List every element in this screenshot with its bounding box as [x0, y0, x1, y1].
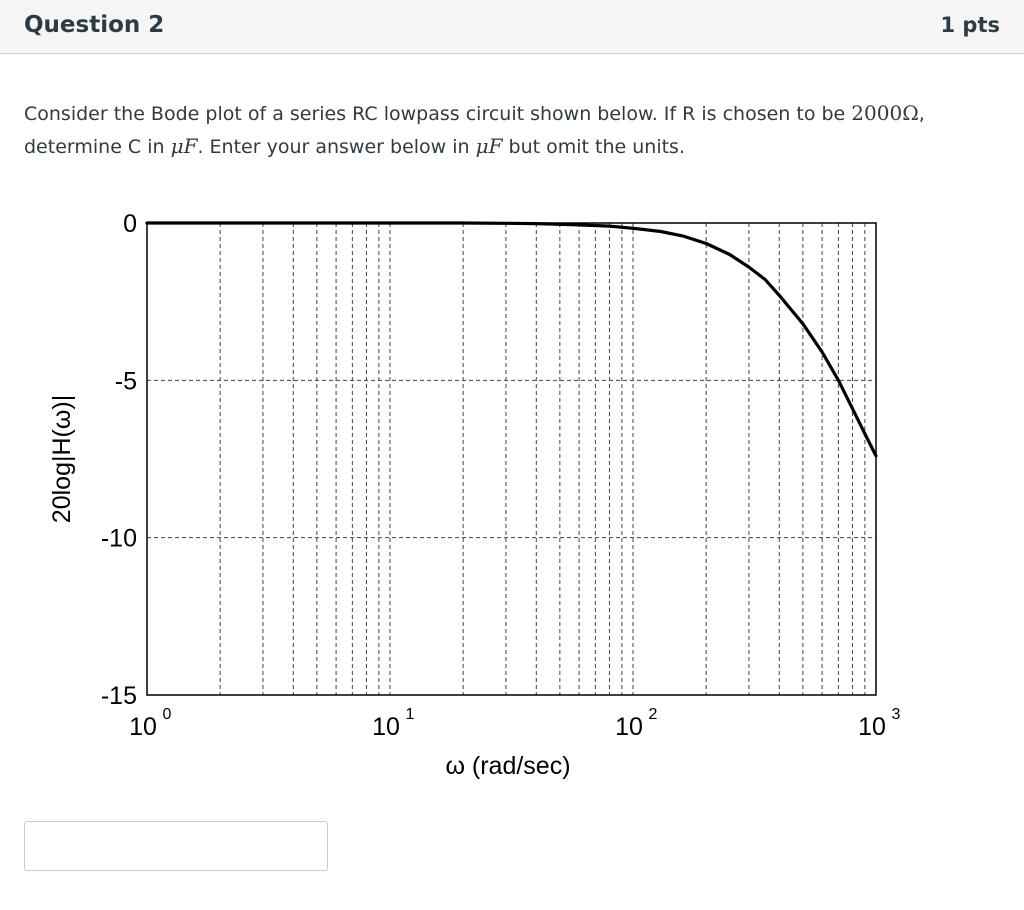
- grid-layer: [147, 223, 876, 695]
- question-text-part: Consider the Bode plot of a series RC lo…: [24, 103, 852, 125]
- x-axis-label: ω (rad/sec): [445, 752, 570, 780]
- question-title: Question 2: [24, 12, 165, 38]
- y-tick-label: -5: [115, 367, 137, 395]
- question-text-part: . Enter your answer below in: [197, 136, 476, 158]
- y-tick-label: -10: [101, 525, 137, 553]
- y-tick-labels: 0 -5 -10 -15: [101, 210, 137, 710]
- question-text-part: determine C in: [24, 136, 171, 158]
- unit-microfarad: μF: [170, 134, 198, 158]
- question-text: Consider the Bode plot of a series RC lo…: [24, 97, 984, 163]
- x-tick-exponent: 3: [892, 706, 901, 723]
- x-tick-label: 10: [858, 713, 886, 741]
- y-tick-label: -15: [101, 682, 137, 710]
- x-tick-label: 10: [615, 713, 643, 741]
- answer-input[interactable]: [24, 821, 328, 871]
- x-tick-exponent: 0: [163, 706, 172, 723]
- y-axis-label: 20log|H(ω)|: [48, 395, 76, 523]
- bode-plot: 0 -5 -10 -15 10 0 10 1 10 2 10 3 20log|H(ω)| ω (ra…: [48, 210, 901, 780]
- plot-frame: [146, 222, 877, 696]
- series-line: [145, 221, 878, 458]
- x-tick-label: 10: [372, 713, 400, 741]
- question-text-part: but omit the units.: [502, 136, 685, 158]
- resistance-value: 2000Ω: [851, 101, 919, 125]
- question-header: Question 2 1 pts: [0, 0, 1024, 54]
- question-points: 1 pts: [940, 13, 1001, 37]
- unit-microfarad: μF: [475, 134, 503, 158]
- x-tick-exponent: 1: [406, 706, 415, 723]
- x-tick-labels: 10 0 10 1 10 2 10 3: [129, 706, 900, 741]
- x-tick-exponent: 2: [649, 706, 658, 723]
- x-tick-label: 10: [129, 713, 157, 741]
- y-tick-label: 0: [123, 210, 137, 238]
- question-text-part: ,: [918, 103, 925, 125]
